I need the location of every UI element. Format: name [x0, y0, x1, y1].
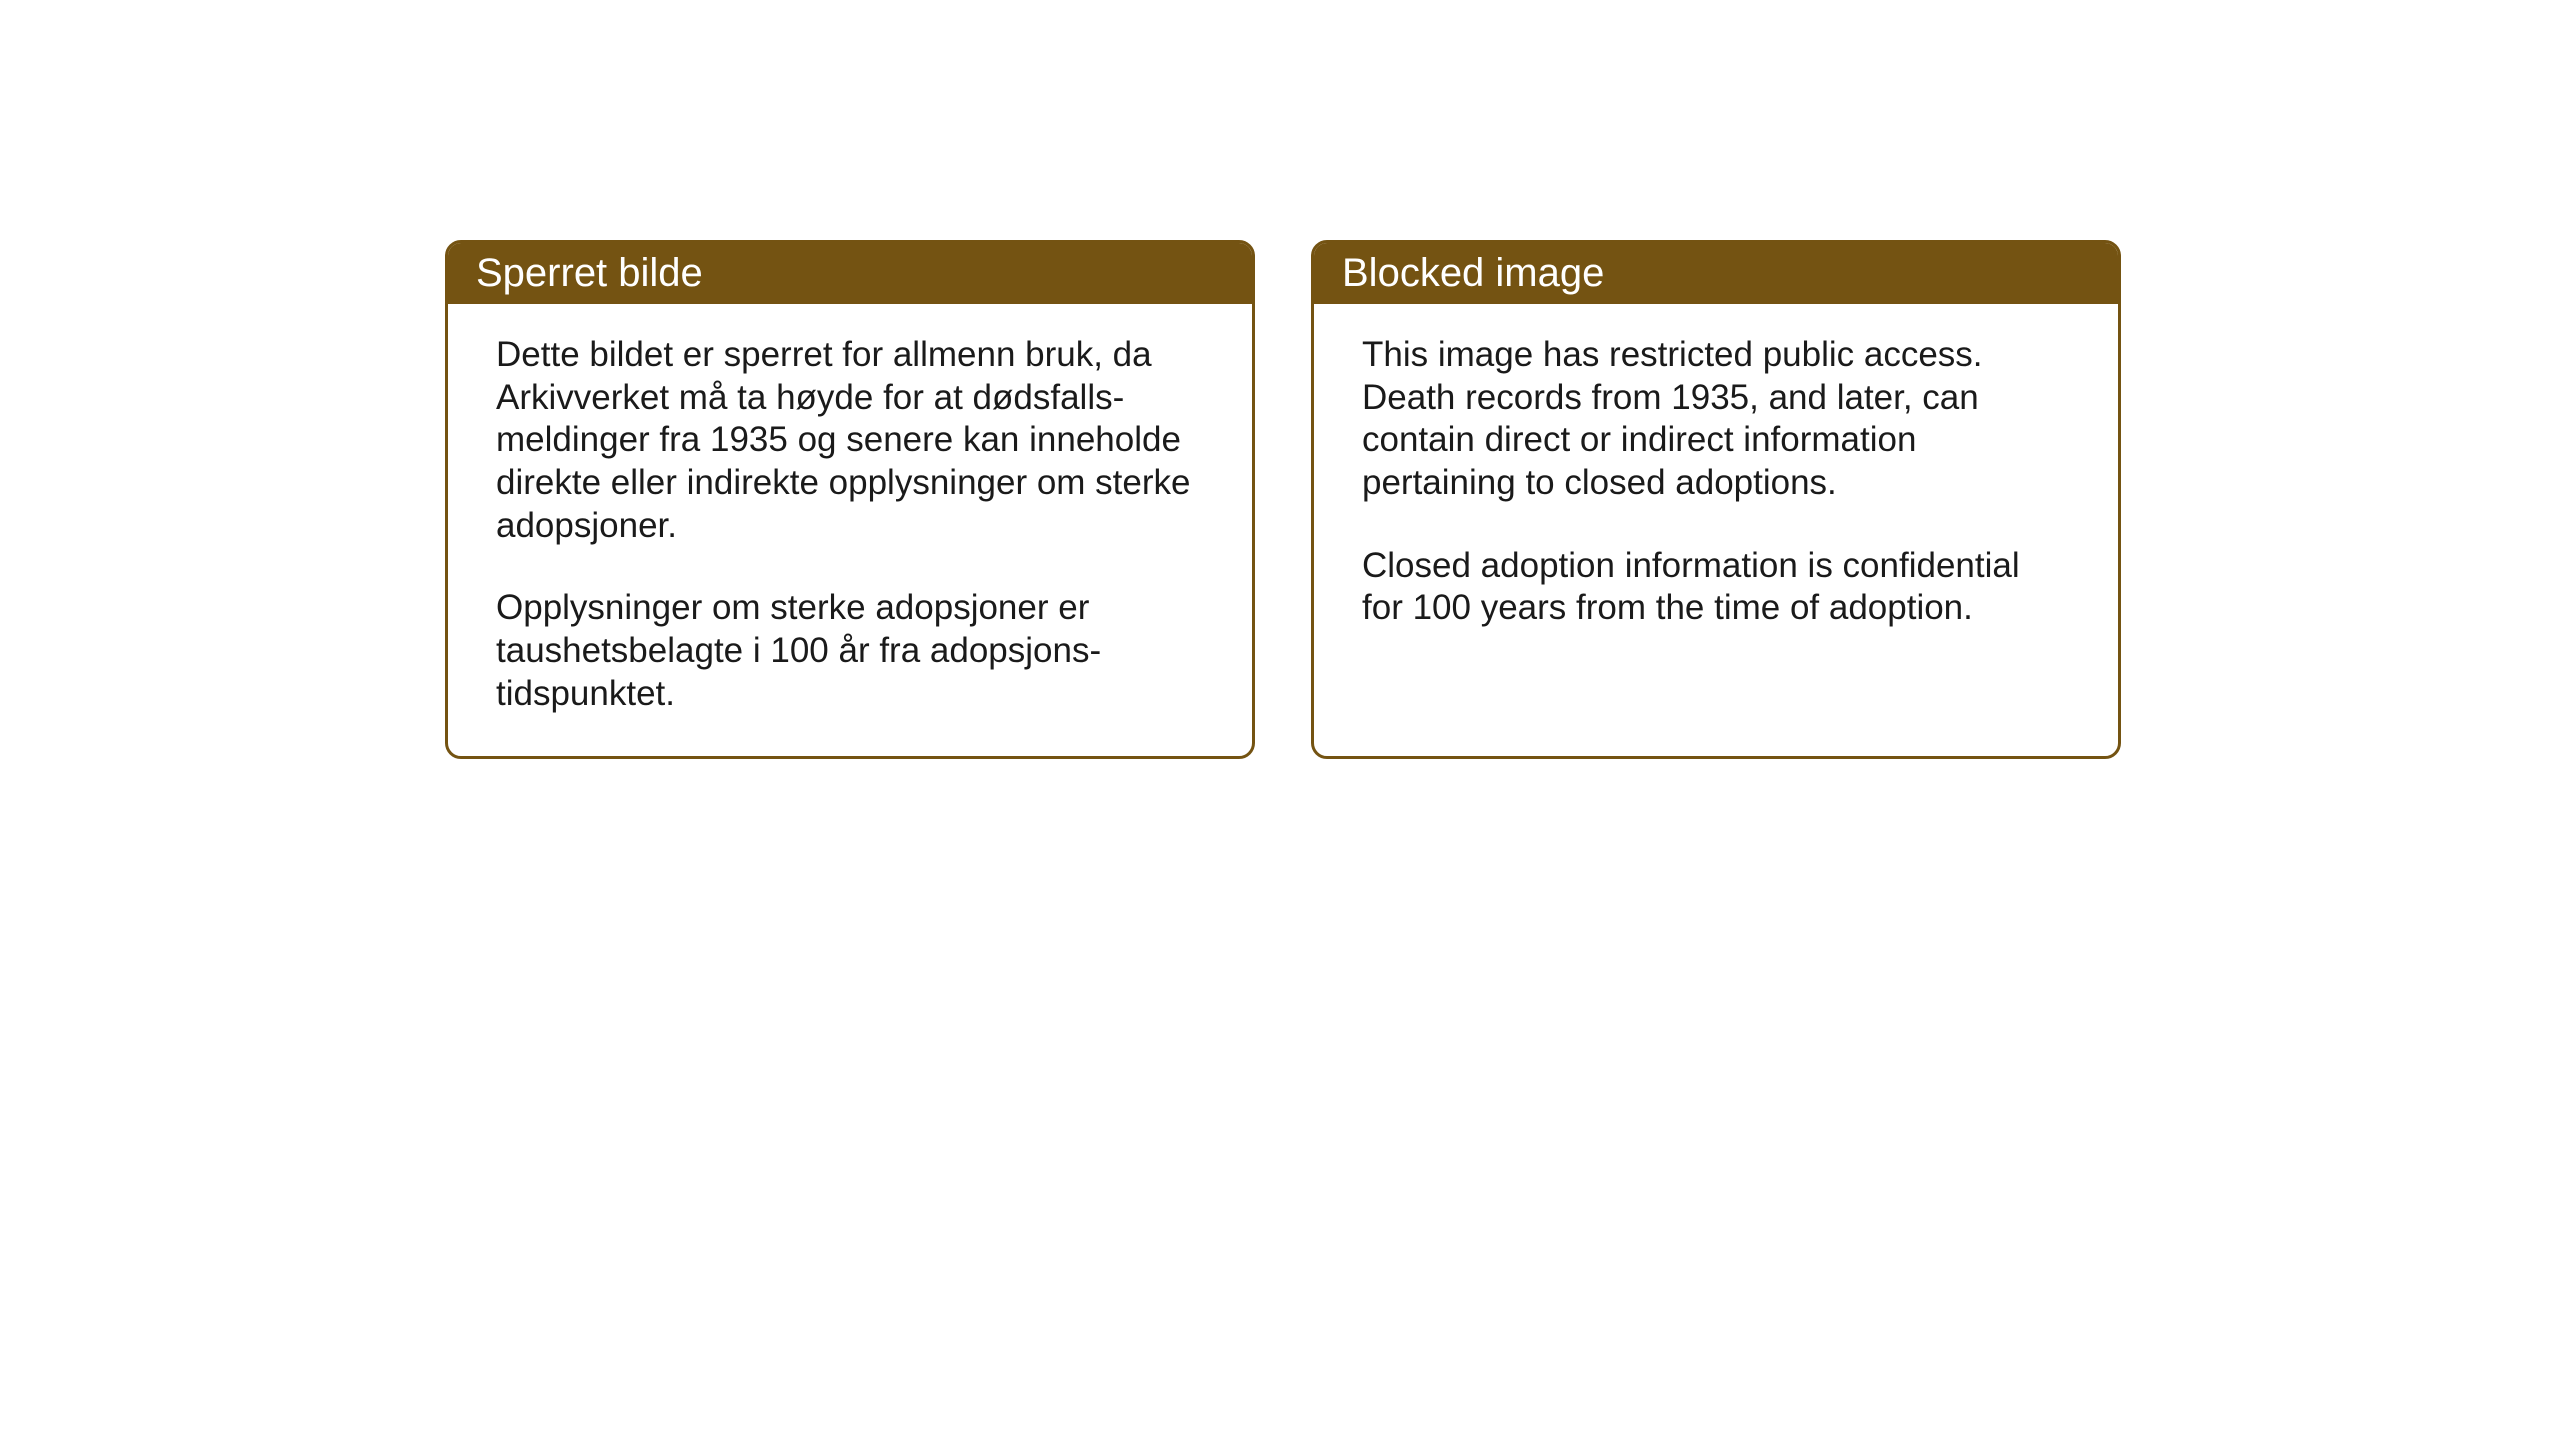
norwegian-card: Sperret bilde Dette bildet er sperret fo…	[445, 240, 1255, 759]
english-card: Blocked image This image has restricted …	[1311, 240, 2121, 759]
norwegian-card-header: Sperret bilde	[448, 243, 1252, 304]
norwegian-paragraph-2: Opplysninger om sterke adopsjoner er tau…	[496, 587, 1204, 715]
cards-container: Sperret bilde Dette bildet er sperret fo…	[445, 240, 2121, 759]
english-paragraph-2: Closed adoption information is confident…	[1362, 545, 2070, 630]
norwegian-card-body: Dette bildet er sperret for allmenn bruk…	[448, 304, 1252, 756]
english-card-body: This image has restricted public access.…	[1314, 304, 2118, 670]
norwegian-paragraph-1: Dette bildet er sperret for allmenn bruk…	[496, 334, 1204, 547]
english-paragraph-1: This image has restricted public access.…	[1362, 334, 2070, 505]
norwegian-card-title: Sperret bilde	[476, 251, 703, 295]
english-card-title: Blocked image	[1342, 251, 1604, 295]
english-card-header: Blocked image	[1314, 243, 2118, 304]
